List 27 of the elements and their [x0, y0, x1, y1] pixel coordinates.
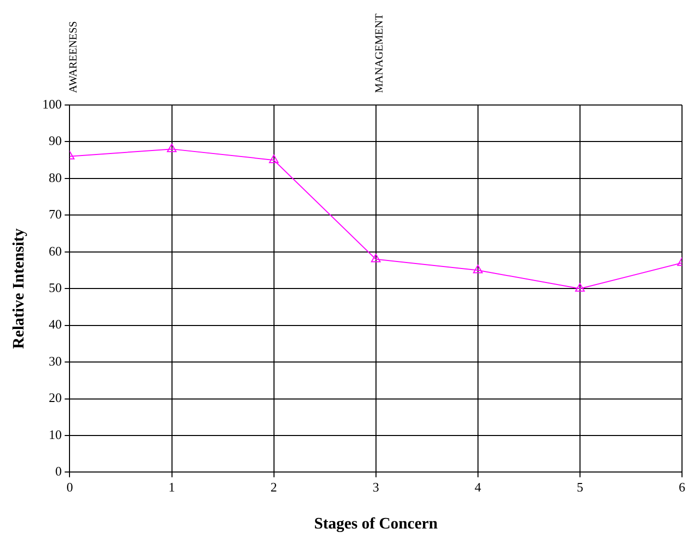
y-tick-label: 60: [48, 243, 62, 258]
x-tick-label: 5: [576, 479, 584, 494]
y-tick-label: 100: [42, 96, 62, 112]
y-tick-label: 40: [48, 316, 62, 332]
x-axis-title: Stages of Concern: [314, 516, 438, 533]
point: [575, 283, 585, 292]
x-tick-label: 6: [678, 479, 686, 494]
point: [473, 264, 483, 274]
x-tick-label: 3: [372, 479, 380, 494]
y-tick-label: 80: [48, 170, 62, 185]
text: AWAREENESS: [68, 21, 80, 93]
y-tick-label: 0: [55, 464, 62, 479]
y-tick-label: 30: [48, 353, 62, 368]
x-tick-label: 2: [270, 479, 278, 494]
y-tick-label: 50: [48, 280, 62, 296]
point: [371, 254, 381, 262]
y-tick-label: 20: [48, 390, 62, 406]
y-tick-label: 70: [48, 206, 62, 222]
y-axis-title: Relative Intensity: [10, 228, 28, 349]
point: [166, 144, 177, 152]
x-tick-label: 4: [474, 479, 482, 494]
y-tick-label: 10: [48, 426, 62, 442]
text: MANAGEMENT: [374, 13, 386, 93]
x-tick-label: 1: [168, 479, 175, 494]
y-tick-label: 90: [48, 133, 62, 148]
point: [268, 154, 279, 164]
x-tick-label: 0: [66, 479, 73, 494]
